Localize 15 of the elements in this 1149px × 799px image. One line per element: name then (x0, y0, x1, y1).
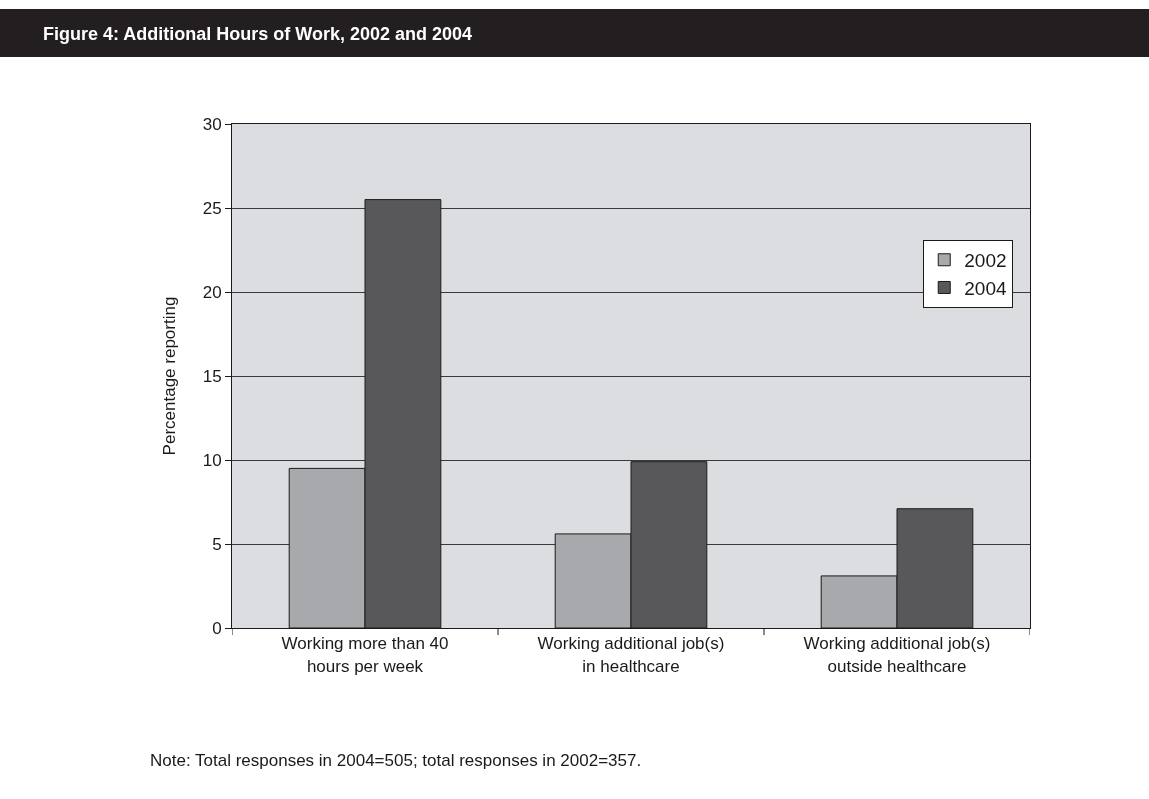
x-tick-label: Working more than 40 hours per week (281, 634, 449, 676)
text: Note: Total responses in 2004=505; total responses in 2002=357. (150, 751, 642, 770)
y-tick-label: 10 (202, 450, 222, 470)
x-tick-label: Working additional job(s) in healthcare (537, 634, 725, 676)
y-tick-label: 5 (212, 534, 222, 554)
x-tick-label: Working additional job(s) outside healthcare (803, 634, 991, 676)
y-tick-label: 20 (202, 282, 222, 302)
y-tick-label: 30 (202, 114, 222, 134)
chart-title: Figure 4: Additional Hours of Work, 2002 and 2004 (43, 24, 473, 45)
y-tick-label: 15 (202, 366, 222, 386)
y-tick-label: 0 (212, 618, 222, 638)
legend-label: 2002 (964, 250, 1007, 272)
y-tick-label: 25 (202, 198, 222, 218)
y-axis-title: Percentage reporting (160, 296, 180, 456)
legend-label: 2004 (964, 277, 1007, 299)
